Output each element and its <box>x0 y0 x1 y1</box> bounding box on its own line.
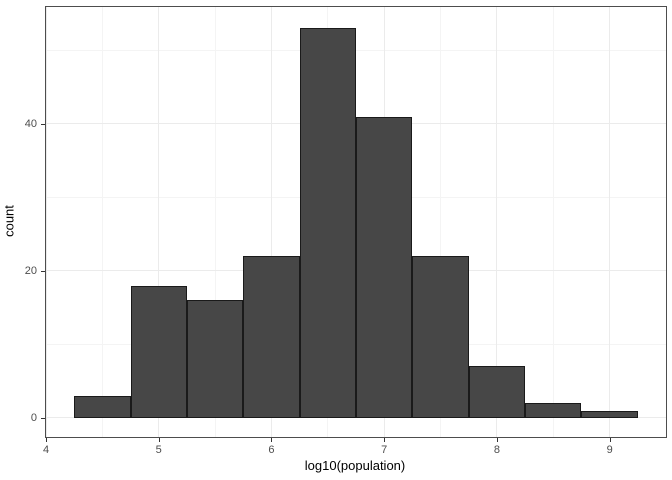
x-tick-mark <box>384 438 386 442</box>
histogram-bar <box>186 300 244 418</box>
y-tick-mark <box>41 123 45 125</box>
x-tick-label: 9 <box>606 444 613 456</box>
histogram-bar <box>74 395 131 418</box>
y-tick-label: 40 <box>24 117 37 130</box>
x-minor-gridline <box>552 7 554 437</box>
x-tick-mark <box>609 438 611 442</box>
x-major-gridline <box>158 7 160 437</box>
y-major-gridline <box>46 417 666 419</box>
y-tick-label: 20 <box>24 264 37 277</box>
x-tick-mark <box>158 438 160 442</box>
plot-panel <box>45 6 667 438</box>
histogram-bar <box>243 256 300 418</box>
x-major-gridline <box>496 7 498 437</box>
y-minor-gridline <box>46 49 666 51</box>
x-tick-label: 8 <box>493 444 500 456</box>
x-tick-mark <box>271 438 273 442</box>
x-major-gridline <box>609 7 611 437</box>
x-minor-gridline <box>440 7 442 437</box>
y-axis-title: count <box>1 205 17 237</box>
x-major-gridline <box>46 7 47 437</box>
x-tick-label: 5 <box>155 444 162 456</box>
histogram-bar <box>356 116 413 418</box>
histogram-bar <box>299 28 356 418</box>
x-tick-label: 7 <box>381 444 388 456</box>
x-minor-gridline <box>665 7 666 437</box>
y-tick-label: 0 <box>30 411 37 424</box>
y-tick-mark <box>41 417 45 419</box>
histogram-bar <box>468 366 526 418</box>
histogram-bar <box>130 285 187 418</box>
y-tick-mark <box>41 270 45 272</box>
histogram-bar <box>525 403 582 418</box>
histogram-bar <box>412 256 469 418</box>
x-tick-label: 6 <box>268 444 275 456</box>
x-tick-mark <box>496 438 498 442</box>
x-minor-gridline <box>101 7 103 437</box>
x-tick-mark <box>46 438 47 442</box>
x-minor-gridline <box>214 7 216 437</box>
x-axis-title: log10(population) <box>304 458 406 473</box>
x-major-gridline <box>270 7 272 437</box>
histogram-bar <box>581 410 638 418</box>
x-tick-label: 4 <box>42 444 50 456</box>
